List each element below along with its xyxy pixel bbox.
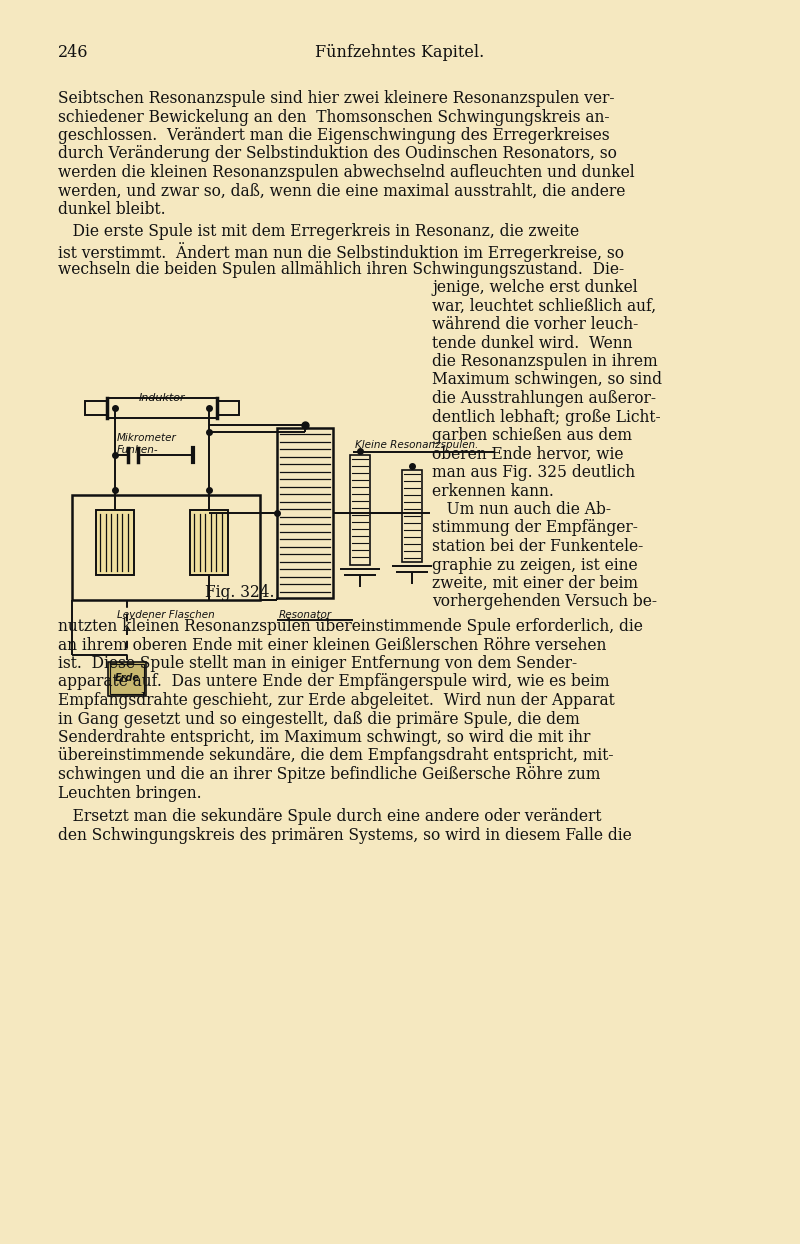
Text: ist.  Diese Spule stellt man in einiger Entfernung von dem Sender-: ist. Diese Spule stellt man in einiger E… xyxy=(58,656,577,672)
Text: Ersetzt man die sekundäre Spule durch eine andere oder verändert: Ersetzt man die sekundäre Spule durch ei… xyxy=(58,809,602,825)
Text: Mikrometer: Mikrometer xyxy=(117,433,177,443)
Text: während die vorher leuch-: während die vorher leuch- xyxy=(432,316,638,333)
Text: werden, und zwar so, daß, wenn die eine maximal ausstrahlt, die andere: werden, und zwar so, daß, wenn die eine … xyxy=(58,183,626,199)
Text: dentlich lebhaft; große Licht-: dentlich lebhaft; große Licht- xyxy=(432,408,661,425)
Text: Die erste Spule ist mit dem Erregerkreis in Resonanz, die zweite: Die erste Spule ist mit dem Erregerkreis… xyxy=(58,224,579,240)
Bar xyxy=(72,495,260,600)
Text: in Gang gesetzt und so eingestellt, daß die primäre Spule, die dem: in Gang gesetzt und so eingestellt, daß … xyxy=(58,710,580,728)
Text: nutzten kleinen Resonanzspulen übereinstimmende Spule erforderlich, die: nutzten kleinen Resonanzspulen übereinst… xyxy=(58,618,643,634)
Text: war, leuchtet schließlich auf,: war, leuchtet schließlich auf, xyxy=(432,297,656,315)
Text: die Resonanzspulen in ihrem: die Resonanzspulen in ihrem xyxy=(432,353,658,369)
Text: geschlossen.  Verändert man die Eigenschwingung des Erregerkreises: geschlossen. Verändert man die Eigenschw… xyxy=(58,127,610,144)
Text: stimmung der Empfänger-: stimmung der Empfänger- xyxy=(432,520,638,536)
Bar xyxy=(96,510,134,575)
Text: apparate auf.  Das untere Ende der Empfängerspule wird, wie es beim: apparate auf. Das untere Ende der Empfän… xyxy=(58,673,610,690)
Text: zweite, mit einer der beim: zweite, mit einer der beim xyxy=(432,575,638,592)
Text: schiedener Bewickelung an den  Thomsonschen Schwingungskreis an-: schiedener Bewickelung an den Thomsonsch… xyxy=(58,108,610,126)
Text: garben schießen aus dem: garben schießen aus dem xyxy=(432,427,632,444)
Text: Seibtschen Resonanzspule sind hier zwei kleinere Resonanzspulen ver-: Seibtschen Resonanzspule sind hier zwei … xyxy=(58,90,614,107)
Text: oberen Ende hervor, wie: oberen Ende hervor, wie xyxy=(432,445,623,463)
Text: vorhergehenden Versuch be-: vorhergehenden Versuch be- xyxy=(432,593,657,611)
Text: graphie zu zeigen, ist eine: graphie zu zeigen, ist eine xyxy=(432,556,638,573)
Text: ist verstimmt.  Ändert man nun die Selbstinduktion im Erregerkreise, so: ist verstimmt. Ändert man nun die Selbst… xyxy=(58,243,624,262)
Text: Fig. 324.: Fig. 324. xyxy=(206,585,274,601)
Text: station bei der Funkentele-: station bei der Funkentele- xyxy=(432,537,643,555)
Text: Empfangsdrahte geschieht, zur Erde abgeleitet.  Wird nun der Apparat: Empfangsdrahte geschieht, zur Erde abgel… xyxy=(58,692,614,709)
Bar xyxy=(190,510,228,575)
Text: die Ausstrahlungen außeror-: die Ausstrahlungen außeror- xyxy=(432,391,656,407)
Text: wechseln die beiden Spulen allmählich ihren Schwingungszustand.  Die-: wechseln die beiden Spulen allmählich ih… xyxy=(58,260,624,277)
Text: Induktor: Induktor xyxy=(138,393,186,403)
Bar xyxy=(107,398,217,418)
Text: an ihrem oberen Ende mit einer kleinen Geißlerschen Röhre versehen: an ihrem oberen Ende mit einer kleinen G… xyxy=(58,637,606,653)
Text: Funken-: Funken- xyxy=(117,445,158,455)
Text: Kleine Resonanzspulen.: Kleine Resonanzspulen. xyxy=(355,440,478,450)
Text: man aus Fig. 325 deutlich: man aus Fig. 325 deutlich xyxy=(432,464,635,481)
Text: Resonator: Resonator xyxy=(278,610,331,620)
Text: durch Veränderung der Selbstinduktion des Oudinschen Resonators, so: durch Veränderung der Selbstinduktion de… xyxy=(58,146,617,163)
Text: 246: 246 xyxy=(58,44,89,61)
Text: den Schwingungskreis des primären Systems, so wird in diesem Falle die: den Schwingungskreis des primären System… xyxy=(58,826,632,843)
Bar xyxy=(217,401,239,415)
FancyBboxPatch shape xyxy=(108,662,146,695)
Bar xyxy=(277,428,333,598)
Text: werden die kleinen Resonanzspulen abwechselnd aufleuchten und dunkel: werden die kleinen Resonanzspulen abwech… xyxy=(58,164,634,180)
Text: Senderdrahte entspricht, im Maximum schwingt, so wird die mit ihr: Senderdrahte entspricht, im Maximum schw… xyxy=(58,729,590,746)
Text: erkennen kann.: erkennen kann. xyxy=(432,483,554,500)
Text: dunkel bleibt.: dunkel bleibt. xyxy=(58,202,166,218)
Text: Maximum schwingen, so sind: Maximum schwingen, so sind xyxy=(432,372,662,388)
Text: jenige, welche erst dunkel: jenige, welche erst dunkel xyxy=(432,279,638,296)
Text: tende dunkel wird.  Wenn: tende dunkel wird. Wenn xyxy=(432,335,633,352)
Text: Um nun auch die Ab-: Um nun auch die Ab- xyxy=(432,501,611,518)
Text: Leydener Flaschen: Leydener Flaschen xyxy=(117,610,215,620)
Bar xyxy=(85,401,107,415)
Text: Fünfzehntes Kapitel.: Fünfzehntes Kapitel. xyxy=(315,44,485,61)
Text: Leuchten bringen.: Leuchten bringen. xyxy=(58,785,202,801)
Bar xyxy=(350,455,370,565)
Text: übereinstimmende sekundäre, die dem Empfangsdraht entspricht, mit-: übereinstimmende sekundäre, die dem Empf… xyxy=(58,748,614,765)
Bar xyxy=(402,470,422,562)
Text: schwingen und die an ihrer Spitze befindliche Geißersche Röhre zum: schwingen und die an ihrer Spitze befind… xyxy=(58,766,600,782)
Text: Erde: Erde xyxy=(114,673,139,683)
